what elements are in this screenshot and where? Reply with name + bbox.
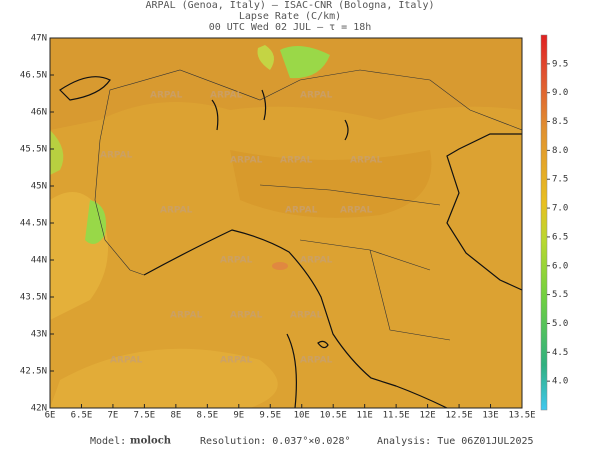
lon-tick-label: 6.5E xyxy=(71,411,93,421)
watermark: ARPAL xyxy=(290,311,323,321)
title-line: ARPAL (Genoa, Italy) – ISAC-CNR (Bologna… xyxy=(146,0,435,11)
lat-tick-label: 43N xyxy=(31,330,47,340)
lon-tick-label: 13E xyxy=(482,411,498,421)
watermark: ARPAL xyxy=(280,156,313,166)
colorbar-tick-label: 5.5 xyxy=(552,290,568,300)
title-line: 00 UTC Wed 02 JUL – τ = 18h xyxy=(209,22,372,33)
map-field xyxy=(50,38,522,408)
colorbar-tick-label: 6.5 xyxy=(552,232,568,242)
colorbar-tick-label: 5.0 xyxy=(552,319,568,329)
watermark: ARPAL xyxy=(350,156,383,166)
lat-tick-label: 46.5N xyxy=(20,71,47,81)
lat-tick-label: 43.5N xyxy=(20,293,47,303)
watermarks: ARPAL ARPAL ARPAL ARPAL ARPAL ARPAL ARPAL ARPAL… xyxy=(100,91,383,366)
watermark: ARPAL xyxy=(285,206,318,216)
watermark: ARPAL xyxy=(170,311,203,321)
colorbar-tick-label: 7.5 xyxy=(552,175,568,185)
lat-tick-label: 42.5N xyxy=(20,367,47,377)
lon-tick-label: 12.5E xyxy=(446,411,473,421)
colorbar-tick-label: 9.0 xyxy=(552,88,568,98)
watermark: ARPAL xyxy=(220,256,253,266)
map-ticks: 6E 6.5E 7E 7.5E 8E 8.5E 9E 9.5E 10E 10.5E 11E 11.5E… xyxy=(20,34,536,421)
watermark: ARPAL xyxy=(300,356,333,366)
colorbar-tick-label: 4.0 xyxy=(552,377,568,387)
lon-tick-label: 8E xyxy=(170,411,181,421)
watermark: ARPAL xyxy=(220,356,253,366)
colorbar-tick-label: 8.5 xyxy=(552,117,568,127)
lon-tick-label: 11.5E xyxy=(383,411,410,421)
watermark: ARPAL xyxy=(110,356,143,366)
footer-model: moloch xyxy=(130,436,172,447)
lat-tick-label: 44N xyxy=(31,256,47,266)
colorbar-tick-label: 8.0 xyxy=(552,146,568,156)
lon-tick-label: 12E xyxy=(419,411,435,421)
lat-tick-label: 42N xyxy=(31,404,47,414)
watermark: ARPAL xyxy=(160,206,193,216)
footer-model-label: Model: xyxy=(90,436,126,447)
watermark: ARPAL xyxy=(300,256,333,266)
footer-resolution: Resolution: 0.037°×0.028° xyxy=(200,436,351,447)
colorbar-tick-label: 4.5 xyxy=(552,348,568,358)
colorbar xyxy=(540,34,548,411)
watermark: ARPAL xyxy=(230,156,263,166)
map-lines xyxy=(59,69,522,408)
lon-tick-label: 8.5E xyxy=(196,411,218,421)
watermark: ARPAL xyxy=(340,206,373,216)
lon-tick-label: 10E xyxy=(294,411,310,421)
watermark: ARPAL xyxy=(210,91,243,101)
lat-tick-label: 47N xyxy=(31,34,47,44)
watermark: ARPAL xyxy=(100,151,133,161)
lon-tick-label: 9E xyxy=(233,411,244,421)
watermark: ARPAL xyxy=(150,91,183,101)
colorbar-ticks: 4.0 4.5 5.0 5.5 6.0 6.5 7.0 7.5 8.0 8.5 9.0 9.5 xyxy=(547,59,568,387)
lon-tick-label: 11E xyxy=(357,411,373,421)
colorbar-tick-label: 7.0 xyxy=(552,204,568,214)
lon-tick-label: 7.5E xyxy=(134,411,156,421)
watermark: ARPAL xyxy=(230,311,263,321)
lat-tick-label: 46N xyxy=(31,108,47,118)
colorbar-tick-label: 9.5 xyxy=(552,59,568,69)
colorbar-tick-label: 6.0 xyxy=(552,261,568,271)
lat-tick-label: 45.5N xyxy=(20,145,47,155)
lat-tick-label: 45N xyxy=(31,182,47,192)
lon-tick-label: 9.5E xyxy=(259,411,281,421)
lon-tick-label: 6E xyxy=(45,411,56,421)
watermark: ARPAL xyxy=(300,91,333,101)
title-line: Lapse Rate (C/km) xyxy=(239,11,341,22)
lon-tick-label: 7E xyxy=(108,411,119,421)
lon-tick-label: 10.5E xyxy=(320,411,347,421)
lon-tick-label: 13.5E xyxy=(508,411,535,421)
footer-analysis: Analysis: Tue 06Z01JUL2025 xyxy=(377,436,534,447)
lat-tick-label: 44.5N xyxy=(20,219,47,229)
